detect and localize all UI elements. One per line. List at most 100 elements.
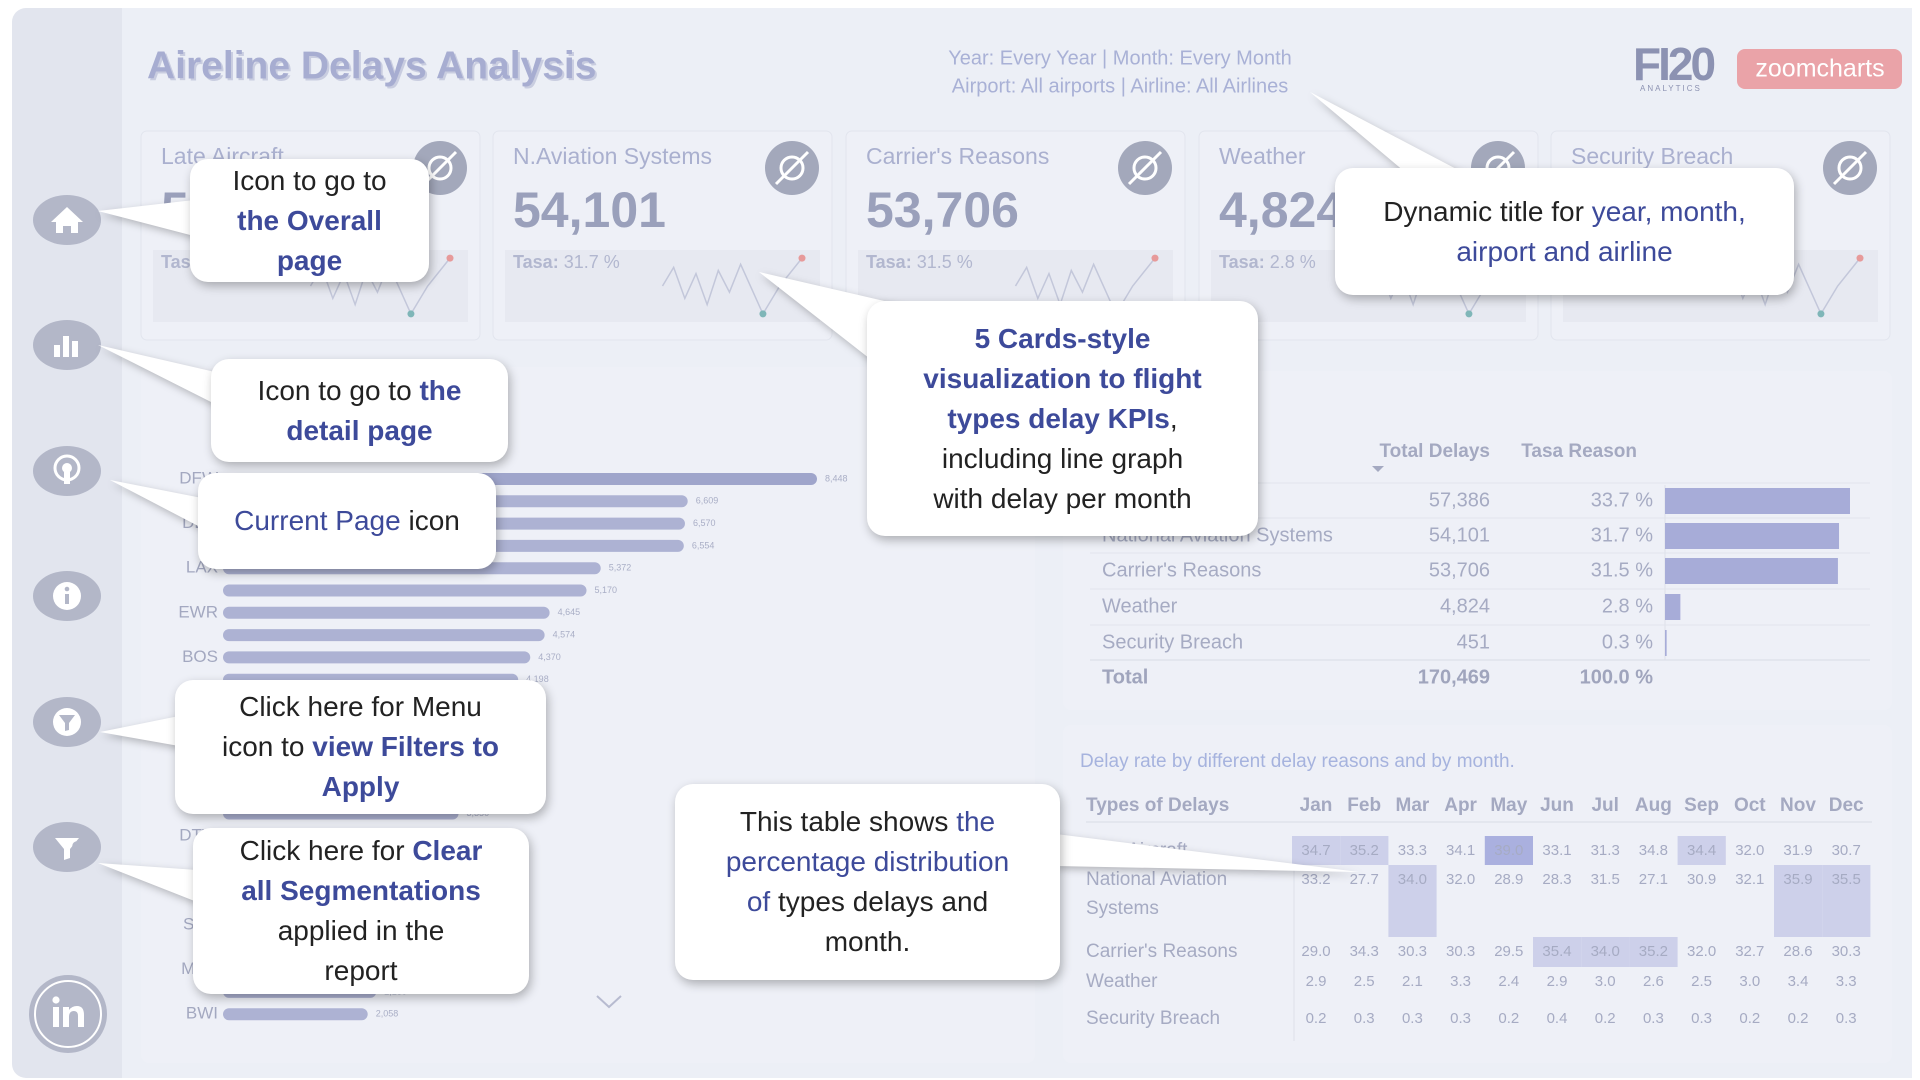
month-cell: 0.3 — [1691, 1010, 1712, 1027]
callout-line: Click here for Clear — [240, 831, 483, 871]
callout-text: airport and airline — [1456, 235, 1673, 267]
cell-highlight — [1292, 836, 1341, 865]
callout-line: Apply — [322, 767, 400, 807]
cell-highlight — [1629, 937, 1678, 967]
month-cell: 0.2 — [1498, 1010, 1519, 1027]
rate-bar — [1665, 488, 1850, 514]
callout-line: visualization to flight — [923, 359, 1201, 399]
nav-detail[interactable] — [33, 320, 101, 370]
row-name: Carrier's Reasons — [1102, 559, 1261, 581]
filter-text: Airport: All airports | Airline: All Air… — [952, 75, 1288, 97]
month-cell: 30.9 — [1687, 871, 1716, 888]
callout: Current Page icon — [198, 473, 496, 569]
icon-glyph — [427, 155, 453, 181]
callout-text: , — [1169, 402, 1178, 434]
logo-badge — [1737, 49, 1902, 89]
callout-text: including line graph — [941, 442, 1184, 474]
rate-value: 2.8 % — [1270, 252, 1316, 272]
sparkline-max — [1856, 254, 1864, 262]
dashboard-title: Aireline Delays Analysis — [147, 44, 596, 87]
month-cell: 28.3 — [1542, 871, 1571, 888]
month-cell: 34.0 — [1398, 871, 1427, 888]
month-cell: 27.7 — [1350, 871, 1379, 888]
sparkline — [661, 257, 803, 316]
table-header: Tasa Reason — [1521, 441, 1637, 462]
sparkline-min — [1817, 310, 1825, 318]
cell-highlight — [1484, 836, 1533, 865]
month-row-name: Carrier's Reasons — [1086, 941, 1237, 962]
month-cell: 34.1 — [1446, 842, 1475, 859]
callout-text: visualization to flight — [923, 362, 1202, 394]
callout-text: types delays and — [770, 886, 989, 917]
cell-highlight — [1581, 937, 1630, 967]
callout-pointer — [98, 345, 215, 404]
filter-text: Year: Every Year | Month: Every Month — [948, 47, 1292, 69]
icon-glyph — [1837, 155, 1863, 181]
callout-text: Apply — [321, 771, 400, 802]
month-cell: 32.7 — [1735, 943, 1764, 960]
bar — [223, 584, 587, 597]
bar-value-label: 5,372 — [609, 563, 632, 573]
row-rate: 31.7 % — [1591, 524, 1653, 546]
month-cell: 31.3 — [1591, 842, 1620, 859]
month-cell: 0.3 — [1450, 1010, 1471, 1027]
month-cell: 3.4 — [1788, 973, 1809, 990]
month-cell: 2.5 — [1354, 973, 1375, 990]
nav-info[interactable] — [33, 571, 101, 621]
callout-line: icon to view Filters to — [222, 727, 499, 767]
month-header: Jan — [1300, 795, 1333, 816]
bar-value-label: 6,570 — [693, 518, 716, 528]
nav-filters[interactable] — [33, 697, 101, 747]
callout-text: Current Page — [234, 505, 401, 536]
month-header: Apr — [1444, 795, 1477, 816]
month-header: Jul — [1591, 795, 1618, 816]
callout-pointer — [1310, 92, 1462, 172]
month-cell: 35.9 — [1783, 871, 1812, 888]
card-title: N.Aviation Systems — [513, 143, 712, 169]
total-value: 170,469 — [1418, 666, 1490, 688]
callout: Click here for Clear all Segmentations app… — [193, 828, 529, 994]
cell-highlight — [1388, 865, 1437, 937]
callout-line: page — [277, 241, 342, 281]
callout-text: month. — [824, 926, 911, 957]
callout-line: Icon to go to — [232, 161, 386, 201]
row-total: 57,386 — [1429, 489, 1490, 511]
nav-current[interactable] — [33, 446, 101, 496]
row-rate: 2.8 % — [1602, 595, 1653, 617]
bar-category-label: EWR — [178, 602, 218, 621]
rate-label: Tasa: — [1219, 252, 1265, 272]
logo: zoomcharts — [1755, 55, 1884, 83]
month-header: Mar — [1396, 795, 1430, 816]
cell-highlight — [1533, 937, 1582, 967]
callout-line: 5 Cards-style — [975, 319, 1151, 359]
callout-line: types delay KPIs, — [947, 399, 1177, 439]
callout-text: Click here for — [239, 835, 413, 866]
month-header: Nov — [1780, 795, 1816, 816]
month-cell: 32.1 — [1735, 871, 1764, 888]
card-icon — [1118, 141, 1172, 195]
callout-text: icon to — [222, 731, 313, 762]
month-cell: 27.1 — [1639, 871, 1668, 888]
icon-glyph — [774, 150, 810, 186]
month-cell: 35.4 — [1542, 943, 1571, 960]
callout-line: all Segmentations — [241, 871, 481, 911]
month-cell: 34.3 — [1350, 943, 1379, 960]
month-cell: 29.5 — [1494, 943, 1523, 960]
month-cell: 33.1 — [1542, 842, 1571, 859]
callout-text: view Filters to — [312, 731, 499, 762]
callout-line: airport and airline — [1456, 232, 1672, 272]
month-header: May — [1490, 795, 1527, 816]
callout-text: types delay KPIs — [947, 402, 1170, 434]
month-cell: 35.5 — [1832, 871, 1861, 888]
callout-pointer — [1056, 834, 1359, 872]
cell-highlight — [1774, 865, 1823, 937]
month-cell: 30.3 — [1446, 943, 1475, 960]
callout-text: year, month, — [1591, 195, 1746, 227]
nav-home[interactable] — [33, 195, 101, 245]
month-cell: 33.2 — [1301, 871, 1330, 888]
nav-linkedin[interactable] — [29, 975, 107, 1053]
nav-clear-filters[interactable] — [33, 822, 101, 872]
bar-value-label: 6,554 — [692, 540, 715, 550]
